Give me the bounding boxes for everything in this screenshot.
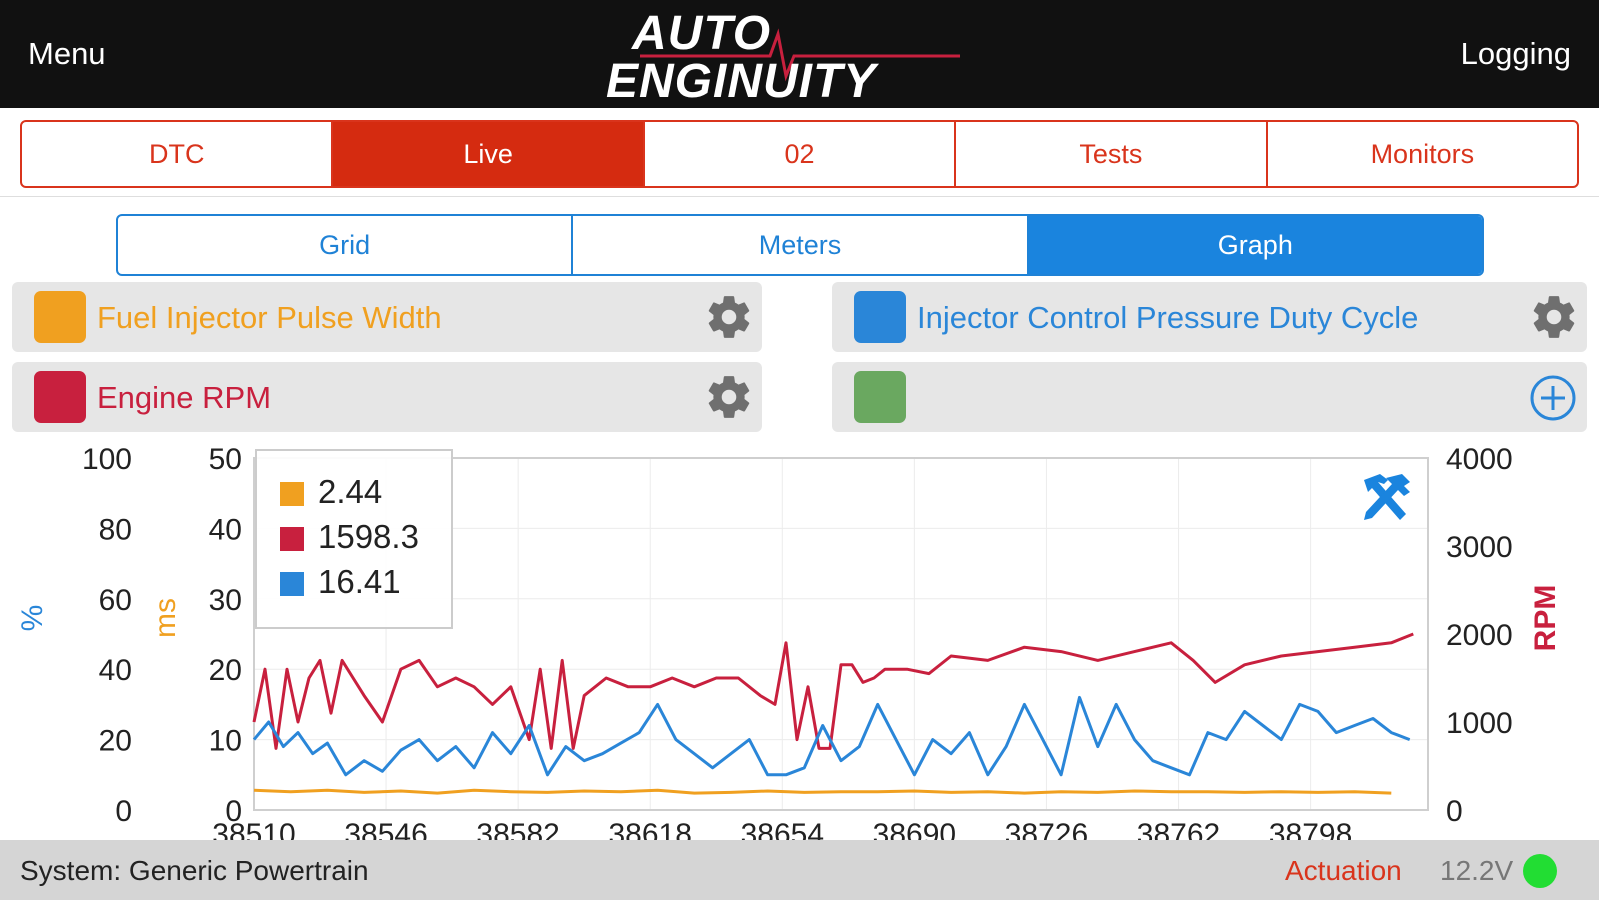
pid-color-swatch bbox=[854, 291, 906, 343]
tools-icon[interactable] bbox=[1364, 474, 1410, 520]
pid-label: Injector Control Pressure Duty Cycle bbox=[917, 300, 1419, 335]
tab-tests[interactable]: Tests bbox=[956, 122, 1268, 186]
chart-axes: % ms RPM 38510 38546 38582 38618 38654 38690 3… bbox=[16, 443, 1562, 840]
ms-tick-label: 40 bbox=[209, 513, 242, 546]
ms-tick-label: 10 bbox=[209, 725, 242, 758]
percent-tick-label: 80 bbox=[99, 513, 132, 546]
percent-tick-label: 0 bbox=[115, 795, 132, 828]
view-mode-tab-bar: Grid Meters Graph bbox=[116, 214, 1484, 276]
tab-live[interactable]: Live bbox=[333, 122, 645, 186]
pid-slot-empty[interactable] bbox=[832, 362, 1587, 432]
logging-button[interactable]: Logging bbox=[1460, 36, 1571, 71]
rpm-tick-label: 3000 bbox=[1446, 531, 1513, 564]
rpm-axis-label: RPM bbox=[1529, 585, 1562, 652]
gear-icon[interactable] bbox=[704, 372, 754, 422]
tab-divider bbox=[0, 196, 1599, 197]
series-line-rpm bbox=[252, 632, 1414, 750]
x-tick-label: 38618 bbox=[609, 818, 692, 840]
logo-text-line2: ENGINUITY bbox=[606, 55, 877, 108]
percent-tick-label: 100 bbox=[82, 443, 132, 476]
menu-button[interactable]: Menu bbox=[28, 36, 106, 71]
gear-icon[interactable] bbox=[704, 292, 754, 342]
system-status-text: System: Generic Powertrain bbox=[20, 855, 369, 886]
rpm-tick-label: 1000 bbox=[1446, 707, 1513, 740]
x-tick-label: 38510 bbox=[212, 818, 295, 840]
x-tick-label: 38762 bbox=[1137, 818, 1220, 840]
x-tick-label: 38798 bbox=[1269, 818, 1352, 840]
battery-voltage: 12.2V bbox=[1440, 855, 1514, 886]
ms-tick-label: 30 bbox=[209, 584, 242, 617]
ms-tick-label: 0 bbox=[225, 795, 242, 828]
pid-color-swatch bbox=[854, 371, 906, 423]
status-bar: System: Generic Powertrain Actuation 12.… bbox=[0, 840, 1599, 900]
gear-icon[interactable] bbox=[1529, 292, 1579, 342]
connection-indicator-icon bbox=[1523, 854, 1557, 888]
rpm-tick-label: 2000 bbox=[1446, 619, 1513, 652]
x-tick-label: 38654 bbox=[741, 818, 824, 840]
pid-slot-engine-rpm[interactable]: Engine RPM bbox=[12, 362, 762, 432]
tab-grid[interactable]: Grid bbox=[118, 216, 574, 274]
main-tab-bar: DTC Live 02 Tests Monitors bbox=[20, 120, 1579, 188]
series-line-percent bbox=[252, 695, 1411, 777]
legend-value-engine-rpm: 1598.3 bbox=[318, 518, 419, 555]
tab-dtc[interactable]: DTC bbox=[22, 122, 334, 186]
pid-label: Fuel Injector Pulse Width bbox=[97, 300, 442, 335]
plot-area-frame bbox=[253, 457, 1429, 811]
pid-color-swatch bbox=[34, 371, 86, 423]
legend-value-fuel-injector-pulse-width: 2.44 bbox=[318, 473, 382, 510]
x-tick-label: 38546 bbox=[344, 818, 427, 840]
percent-axis-label: % bbox=[16, 605, 49, 632]
app-header: Menu AUTO ENGINUITY Logging bbox=[0, 0, 1599, 108]
x-tick-label: 38582 bbox=[476, 818, 559, 840]
live-data-graph: % ms RPM 38510 38546 38582 38618 38654 38690 3… bbox=[16, 443, 1562, 840]
rpm-tick-label: 0 bbox=[1446, 795, 1463, 828]
x-tick-label: 38690 bbox=[873, 818, 956, 840]
ms-tick-label: 20 bbox=[209, 654, 242, 687]
percent-tick-label: 60 bbox=[99, 584, 132, 617]
percent-tick-label: 40 bbox=[99, 654, 132, 687]
tab-graph[interactable]: Graph bbox=[1028, 216, 1482, 274]
tab-meters[interactable]: Meters bbox=[573, 216, 1029, 274]
legend-swatch-fuel-injector-pulse-width bbox=[280, 482, 304, 506]
tab-o2[interactable]: 02 bbox=[645, 122, 957, 186]
x-tick-label: 38726 bbox=[1005, 818, 1088, 840]
ms-axis-label: ms bbox=[149, 598, 182, 638]
logo-text-line1: AUTO bbox=[632, 7, 772, 60]
auto-enginuity-logo: AUTO ENGINUITY bbox=[600, 6, 980, 108]
chart-series-group bbox=[252, 632, 1414, 795]
rpm-tick-label: 4000 bbox=[1446, 443, 1513, 476]
logo-heartbeat-mark bbox=[640, 28, 960, 82]
pid-label: Engine RPM bbox=[97, 380, 272, 415]
pid-slot-injector-control-pressure-duty-cycle[interactable]: Injector Control Pressure Duty Cycle bbox=[832, 282, 1587, 352]
legend-value-injector-control-pressure: 16.41 bbox=[318, 563, 401, 600]
series-line-ms bbox=[253, 788, 1392, 795]
plus-circle-icon[interactable] bbox=[1529, 374, 1577, 422]
chart-legend: 2.44 1598.3 16.41 bbox=[255, 449, 453, 629]
actuation-button[interactable]: Actuation bbox=[1285, 855, 1402, 886]
pid-color-swatch bbox=[34, 291, 86, 343]
pid-slot-fuel-injector-pulse-width[interactable]: Fuel Injector Pulse Width bbox=[12, 282, 762, 352]
ms-tick-label: 50 bbox=[209, 443, 242, 476]
legend-swatch-injector-control-pressure bbox=[280, 572, 304, 596]
percent-tick-label: 20 bbox=[99, 725, 132, 758]
legend-swatch-engine-rpm bbox=[280, 527, 304, 551]
tab-monitors[interactable]: Monitors bbox=[1370, 138, 1475, 169]
